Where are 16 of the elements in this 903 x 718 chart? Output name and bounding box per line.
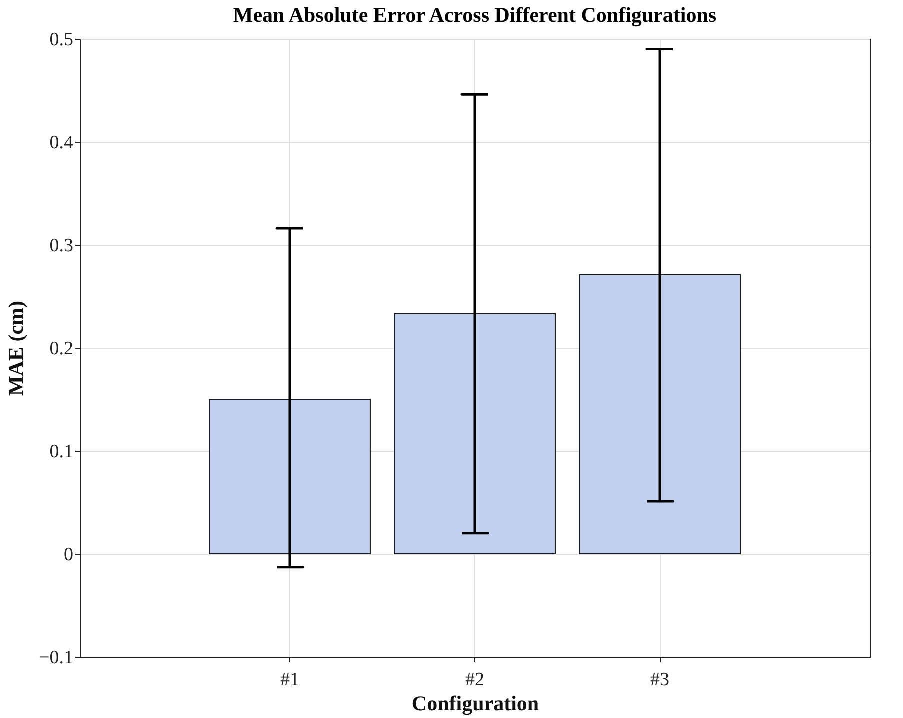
- x-tick-label: #1: [280, 670, 300, 690]
- y-tick-label: 0.2: [50, 338, 74, 360]
- bar: [579, 274, 741, 554]
- bar: [209, 399, 371, 554]
- y-tick-label: 0.4: [50, 132, 74, 154]
- bar: [394, 314, 556, 554]
- y-tick-label: 0.1: [50, 442, 74, 462]
- y-tick-label: 0: [64, 544, 74, 566]
- y-axis-title: MAE (cm): [4, 300, 28, 396]
- x-tick-label: #3: [650, 670, 670, 690]
- y-tick-label: 0.3: [50, 236, 74, 256]
- x-tick-label: #2: [466, 670, 484, 690]
- x-axis-title: Configuration: [412, 692, 540, 716]
- chart-title: Mean Absolute Error Across Different Configurations: [233, 3, 717, 27]
- y-tick-label: −0.1: [39, 648, 74, 668]
- y-tick-label: 0.5: [50, 30, 74, 50]
